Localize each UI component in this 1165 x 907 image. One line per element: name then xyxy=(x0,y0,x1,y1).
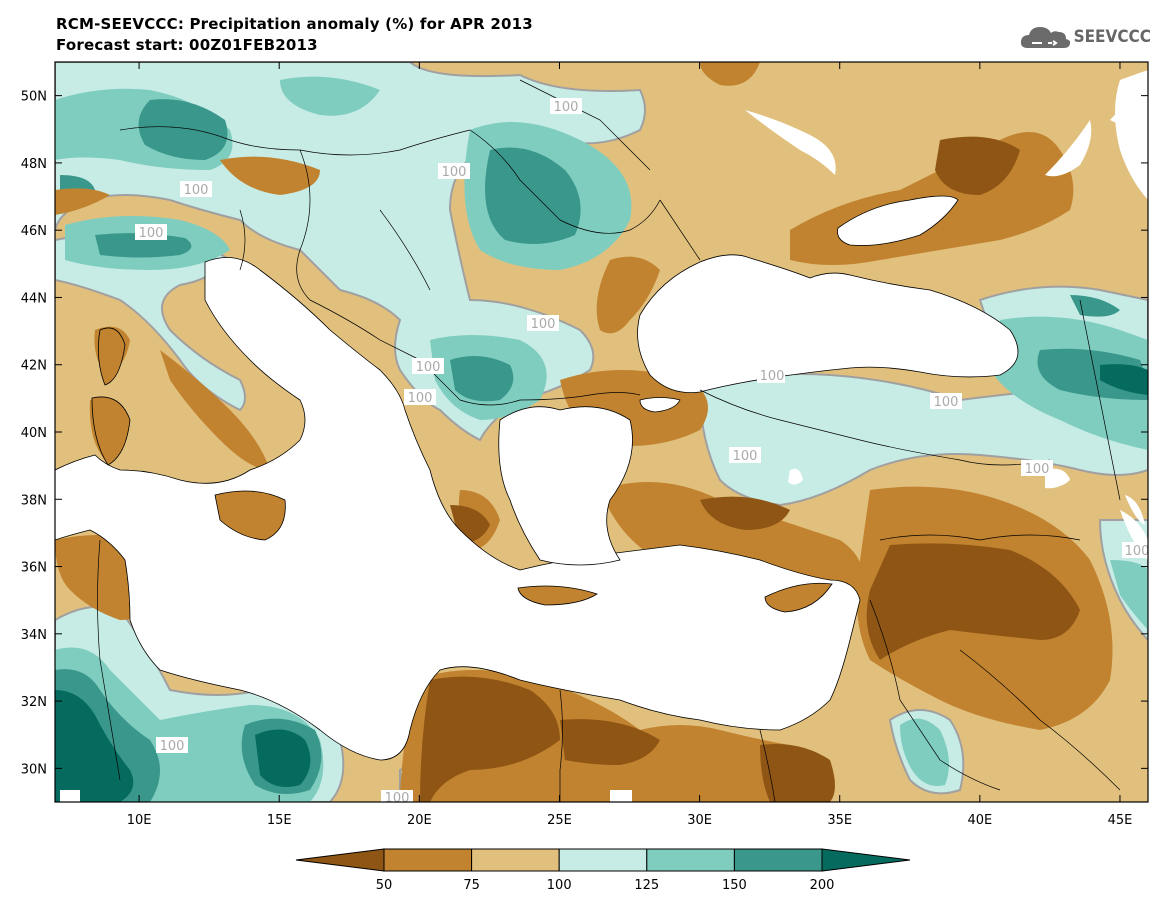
colorbar-low-arrow xyxy=(295,848,385,872)
very-dry-zones xyxy=(420,136,1080,802)
x-tick-label: 30E xyxy=(687,813,712,828)
colorbar-high-arrow xyxy=(821,848,911,872)
svg-text:100: 100 xyxy=(934,395,959,410)
islands xyxy=(91,327,833,613)
missing-data-areas xyxy=(60,80,1145,802)
y-tick-label: 46N xyxy=(21,224,47,239)
colorbar-segment xyxy=(558,848,648,872)
seevccc-logo: SEEVCCC xyxy=(1018,22,1151,52)
svg-text:100: 100 xyxy=(408,391,433,406)
map-title: RCM-SEEVCCC: Precipitation anomaly (%) f… xyxy=(56,15,533,33)
contour-label: 100 xyxy=(930,393,962,410)
contour-label: 100 xyxy=(729,447,761,464)
contour-label: 100 xyxy=(135,224,167,241)
contour-label: 100 xyxy=(438,163,470,180)
y-tick-label: 32N xyxy=(21,695,47,710)
x-tick-label: 15E xyxy=(267,813,292,828)
contour-label: 100 xyxy=(550,98,582,115)
svg-text:100: 100 xyxy=(184,183,209,198)
contour-label: 100 xyxy=(527,315,559,332)
svg-text:100: 100 xyxy=(139,226,164,241)
contour-label: 100 xyxy=(1021,460,1053,477)
contour-label: 100 xyxy=(381,790,413,806)
cloud-icon xyxy=(1020,27,1070,48)
colorbar-label: 200 xyxy=(810,878,835,893)
map-field: 100 100 100 100 100 100 100 100 100 100 … xyxy=(55,62,1150,806)
colorbar: 50 75 100 125 150 200 xyxy=(295,848,911,893)
x-tick-label: 45E xyxy=(1108,813,1133,828)
y-tick-label: 42N xyxy=(21,359,47,374)
y-tick-label: 30N xyxy=(21,762,47,777)
svg-text:100: 100 xyxy=(760,369,785,384)
svg-text:100: 100 xyxy=(531,317,556,332)
logo-text: SEEVCCC xyxy=(1073,27,1151,47)
colorbar-label: 125 xyxy=(634,878,659,893)
svg-text:100: 100 xyxy=(385,791,410,806)
y-tick-label: 34N xyxy=(21,628,47,643)
colorbar-label: 75 xyxy=(463,878,480,893)
svg-text:100: 100 xyxy=(160,739,185,754)
y-tick-label: 44N xyxy=(21,291,47,306)
svg-text:100: 100 xyxy=(416,360,441,375)
contour-label: 100 xyxy=(412,358,444,375)
svg-text:100: 100 xyxy=(442,165,467,180)
axis-ticks xyxy=(55,62,1148,802)
svg-text:100: 100 xyxy=(1025,462,1050,477)
x-tick-label: 20E xyxy=(407,813,432,828)
y-tick-label: 40N xyxy=(21,426,47,441)
x-tick-label: 10E xyxy=(127,813,152,828)
y-tick-label: 48N xyxy=(21,157,47,172)
contour-label: 100 xyxy=(1122,542,1150,559)
x-tick-label: 40E xyxy=(967,813,992,828)
forecast-start-label: Forecast start: 00Z01FEB2013 xyxy=(56,36,318,54)
svg-text:100: 100 xyxy=(733,449,758,464)
colorbar-segment xyxy=(646,848,735,872)
y-tick-label: 50N xyxy=(21,90,47,105)
svg-text:100: 100 xyxy=(1125,544,1150,559)
x-tick-label: 25E xyxy=(547,813,572,828)
contour-labels: 100 100 100 100 100 100 100 100 100 100 … xyxy=(135,98,1150,806)
x-tick-label: 35E xyxy=(827,813,852,828)
y-tick-label: 36N xyxy=(21,561,47,576)
contour-label: 100 xyxy=(156,737,188,754)
colorbar-label: 150 xyxy=(722,878,747,893)
country-borders xyxy=(97,79,1121,802)
contour-label: 100 xyxy=(404,389,436,406)
contour-label: 100 xyxy=(180,181,212,198)
colorbar-segment xyxy=(471,848,560,872)
y-axis-labels: 50N 48N 46N 44N 42N 40N 38N 36N 34N 32N 30N xyxy=(21,90,47,778)
colorbar-label: 50 xyxy=(376,878,393,893)
colorbar-segment xyxy=(383,848,473,872)
colorbar-label: 100 xyxy=(547,878,572,893)
x-axis-labels: 10E 15E 20E 25E 30E 35E 40E 45E xyxy=(127,813,1133,828)
contour-label: 100 xyxy=(757,367,785,384)
svg-text:100: 100 xyxy=(554,100,579,115)
colorbar-segment xyxy=(733,848,823,872)
y-tick-label: 38N xyxy=(21,493,47,508)
